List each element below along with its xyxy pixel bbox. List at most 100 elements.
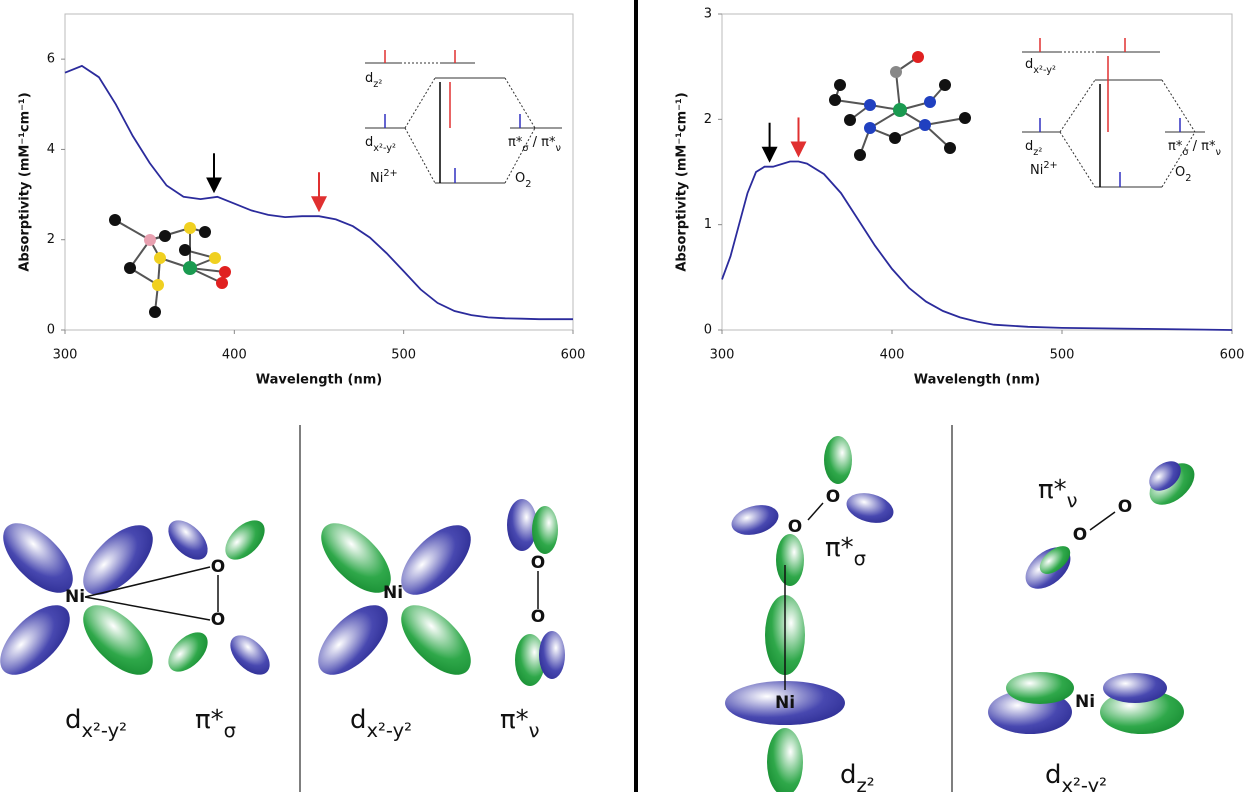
orbital-lobe xyxy=(318,605,388,675)
atom xyxy=(159,230,171,242)
orbital-label-part: x²-y² xyxy=(1062,774,1107,792)
y-tick-label: 3 xyxy=(704,7,712,22)
y-tick-label: 1 xyxy=(704,217,712,232)
inset-label-part: O xyxy=(515,171,525,186)
orbital-lobe xyxy=(230,635,270,675)
orbital-label-part: π* xyxy=(825,533,854,563)
atom xyxy=(864,99,876,111)
energy-level xyxy=(1161,79,1196,133)
inset-label-part: π* xyxy=(1168,139,1183,154)
atom xyxy=(959,112,971,124)
orbital-label-part: π* xyxy=(1038,475,1067,505)
energy-level xyxy=(504,77,536,129)
x-axis-label: Wavelength (nm) xyxy=(256,373,382,388)
atom xyxy=(893,103,907,117)
x-tick-label: 500 xyxy=(391,348,416,363)
atom xyxy=(219,266,231,278)
orbital-label-part: d xyxy=(350,705,367,735)
orbital-label-part: x²-y² xyxy=(82,719,127,742)
inset-label: Ni2+ xyxy=(1030,160,1058,178)
spectrum-line xyxy=(721,160,1233,331)
x-tick-label: 600 xyxy=(561,348,586,363)
inset-label-part: σ xyxy=(522,143,528,154)
atom-label: Ni xyxy=(1075,692,1095,712)
atom xyxy=(183,261,197,275)
x-tick-label: 600 xyxy=(1220,348,1245,363)
bond xyxy=(924,117,966,126)
y-axis-label: Absorptivity (mM⁻¹cm⁻¹) xyxy=(675,92,690,271)
atom-label: O xyxy=(788,517,802,537)
atom-label: Ni xyxy=(383,583,403,603)
inset-label-part: d xyxy=(1025,57,1033,72)
orbital-label: π*ν xyxy=(1038,475,1078,513)
y-tick-label: 6 xyxy=(47,52,55,67)
energy-level xyxy=(1059,79,1096,133)
inset-label: π*σ / π*ν xyxy=(508,135,561,154)
orbital-label: π*σ xyxy=(825,533,866,571)
orbital-lobe xyxy=(731,505,779,535)
inset-label-part: 2 xyxy=(1185,173,1191,184)
orbital-lobe xyxy=(539,631,565,679)
orbital-label-part: π* xyxy=(500,705,529,735)
atom xyxy=(890,66,902,78)
orbital-lobe xyxy=(401,605,471,675)
atom xyxy=(944,142,956,154)
atom xyxy=(864,122,876,134)
inset-label: Ni2+ xyxy=(370,168,398,186)
orbital-lobe xyxy=(1103,673,1167,703)
orbital-lobe xyxy=(846,493,894,523)
atom xyxy=(209,252,221,264)
inset-label-part: Ni xyxy=(1030,163,1043,178)
orbital-lobe xyxy=(3,523,73,593)
inset-label: O2 xyxy=(1175,165,1191,184)
atom xyxy=(109,214,121,226)
inset-label-part: z² xyxy=(1033,147,1042,158)
atom xyxy=(939,79,951,91)
inset-label-part: 2 xyxy=(525,179,531,190)
inset-label-part: σ xyxy=(1182,147,1188,158)
inset-label-part: d xyxy=(365,135,373,150)
inset-label: dx²-y² xyxy=(1025,57,1056,76)
inset-label: π*σ / π*ν xyxy=(1168,139,1221,158)
plot-frame xyxy=(64,13,574,331)
orbital-lobe xyxy=(532,506,558,554)
orbital-label: π*ν xyxy=(500,705,540,743)
spectrum-line xyxy=(64,64,573,321)
orbital-lobe xyxy=(83,605,153,675)
inset-label-part: x²-y² xyxy=(1033,65,1056,76)
atom xyxy=(184,222,196,234)
orbital-bond xyxy=(84,566,211,598)
atom xyxy=(152,279,164,291)
orbital-lobe xyxy=(507,499,537,551)
orbital-label: π*σ xyxy=(195,705,236,743)
inset-label-part: Ni xyxy=(370,171,383,186)
orbital-label-part: d xyxy=(840,760,857,790)
inset-label-part: π* xyxy=(508,135,523,150)
inset-label-part: d xyxy=(365,71,373,86)
atom xyxy=(124,262,136,274)
inset-label: dz² xyxy=(365,71,382,90)
energy-level xyxy=(504,127,536,184)
y-tick-label: 0 xyxy=(704,323,712,338)
orbital-label-part: x²-y² xyxy=(367,719,412,742)
orbital-lobe xyxy=(515,634,545,686)
orbital-lobe xyxy=(824,436,852,484)
atom xyxy=(179,244,191,256)
inset-label-part: / π* xyxy=(529,135,556,150)
atom-label: Ni xyxy=(65,587,85,607)
energy-level xyxy=(404,77,436,129)
orbital-lobe xyxy=(225,520,265,560)
orbital-label: dx²-y² xyxy=(65,705,127,743)
orbital-lobe xyxy=(767,728,803,792)
atom xyxy=(829,94,841,106)
atom xyxy=(854,149,866,161)
x-axis-label: Wavelength (nm) xyxy=(914,373,1040,388)
orbital-lobe xyxy=(168,632,208,672)
inset-label-part: / π* xyxy=(1189,139,1216,154)
orbital-lobe xyxy=(83,525,153,595)
atom xyxy=(889,132,901,144)
inset-label-part: z² xyxy=(373,79,382,90)
atom xyxy=(919,119,931,131)
y-tick-label: 2 xyxy=(47,232,55,247)
